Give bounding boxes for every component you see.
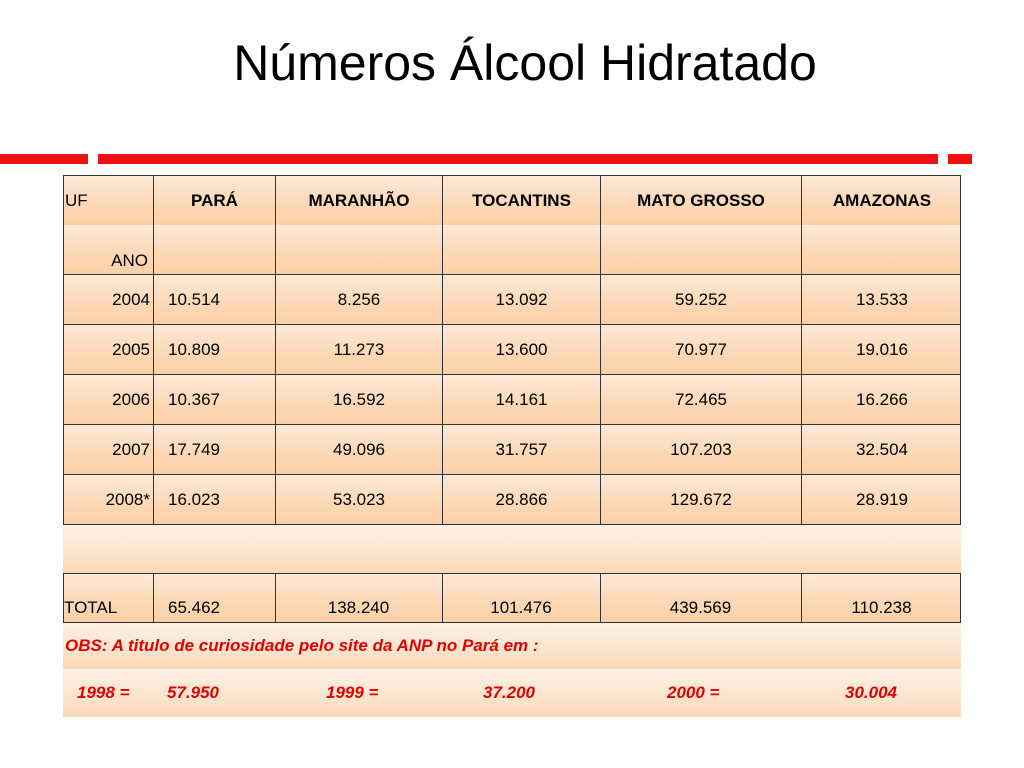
total-value: 138.240 [275, 574, 441, 622]
obs-year-value: 30.004 [845, 683, 897, 702]
year-cell: 2007 [112, 439, 150, 459]
value-cell: 129.672 [600, 475, 801, 524]
col-header-maranhao: MARANHÃO [275, 176, 442, 225]
table-row: 2004 10.514 8.256 13.092 59.252 13.533 [64, 274, 960, 324]
value-cell: 13.092 [442, 275, 600, 324]
table-row: 2008* 16.023 53.023 28.866 129.672 28.91… [64, 474, 960, 524]
year-cell: 2005 [112, 339, 150, 359]
value-cell: 10.809 [153, 325, 275, 374]
col-header-amazonas: AMAZONAS [801, 176, 962, 225]
value-cell: 8.256 [275, 275, 442, 324]
table-row: 2005 10.809 11.273 13.600 70.977 19.016 [64, 324, 960, 374]
total-row: TOTAL 65.462 138.240 101.476 439.569 110… [64, 574, 960, 622]
value-cell: 11.273 [275, 325, 442, 374]
total-value: 101.476 [442, 574, 599, 622]
slide-title: Números Álcool Hidratado [233, 35, 817, 91]
table-row: 2007 17.749 49.096 31.757 107.203 32.504 [64, 424, 960, 474]
obs-year-label: 1999 = [326, 683, 379, 702]
year-cell: 2008* [105, 489, 150, 509]
value-cell: 14.161 [442, 375, 600, 424]
value-cell: 10.514 [153, 275, 275, 324]
total-value: 110.238 [801, 574, 961, 622]
value-cell: 53.023 [275, 475, 442, 524]
obs-year-label: 1998 = [77, 683, 130, 702]
obs-year-value: 37.200 [483, 683, 535, 702]
value-cell: 10.367 [153, 375, 275, 424]
value-cell: 28.919 [801, 475, 962, 524]
table-body: UF PARÁ MARANHÃO TOCANTINS MATO GROSSO A… [63, 175, 961, 525]
col-header-tocantins: TOCANTINS [442, 176, 600, 225]
ano-label: ANO [111, 251, 148, 270]
value-cell: 31.757 [442, 425, 600, 474]
total-value: 439.569 [600, 574, 800, 622]
value-cell: 17.749 [153, 425, 275, 474]
obs-row: OBS: A titulo de curiosidade pelo site d… [63, 623, 961, 669]
total-value: 65.462 [153, 574, 260, 622]
table-row: 2006 10.367 16.592 14.161 72.465 16.266 [64, 374, 960, 424]
total-label: TOTAL [64, 598, 118, 617]
obs-year-value: 57.950 [167, 683, 219, 702]
value-cell: 13.533 [801, 275, 962, 324]
uf-label: UF [65, 190, 88, 210]
value-cell: 49.096 [275, 425, 442, 474]
col-header-mato-grosso: MATO GROSSO [600, 176, 801, 225]
obs-text: OBS: A titulo de curiosidade pelo site d… [65, 636, 539, 655]
value-cell: 59.252 [600, 275, 801, 324]
data-table: UF PARÁ MARANHÃO TOCANTINS MATO GROSSO A… [63, 175, 961, 717]
total-row-wrap: TOTAL 65.462 138.240 101.476 439.569 110… [63, 573, 961, 623]
value-cell: 107.203 [600, 425, 801, 474]
value-cell: 28.866 [442, 475, 600, 524]
obs-values-row: 1998 = 57.950 1999 = 37.200 2000 = 30.00… [63, 669, 961, 717]
year-cell: 2006 [112, 389, 150, 409]
header-row: UF PARÁ MARANHÃO TOCANTINS MATO GROSSO A… [64, 176, 960, 225]
value-cell: 16.266 [801, 375, 962, 424]
value-cell: 16.023 [153, 475, 275, 524]
value-cell: 13.600 [442, 325, 600, 374]
col-header-para: PARÁ [153, 176, 275, 225]
value-cell: 70.977 [600, 325, 801, 374]
value-cell: 32.504 [801, 425, 962, 474]
spacer-row [63, 525, 961, 573]
value-cell: 72.465 [600, 375, 801, 424]
obs-year-label: 2000 = [667, 683, 720, 702]
value-cell: 16.592 [275, 375, 442, 424]
value-cell: 19.016 [801, 325, 962, 374]
year-cell: 2004 [112, 289, 150, 309]
ano-row: ANO [64, 225, 960, 274]
